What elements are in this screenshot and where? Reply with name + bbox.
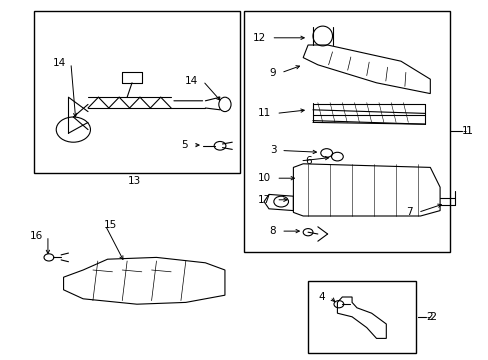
Text: 6: 6 — [305, 156, 311, 166]
Text: 14: 14 — [184, 76, 198, 86]
Text: 7: 7 — [406, 207, 412, 217]
Bar — [244, 11, 449, 252]
Text: 16: 16 — [30, 231, 43, 241]
Text: 3: 3 — [269, 145, 276, 156]
Text: 11: 11 — [258, 108, 271, 118]
Text: 5: 5 — [181, 140, 188, 150]
Bar — [34, 11, 239, 173]
Text: -2: -2 — [426, 312, 437, 322]
Text: 15: 15 — [103, 220, 117, 230]
Text: 9: 9 — [269, 68, 276, 78]
Text: 10: 10 — [258, 173, 271, 183]
Text: 8: 8 — [269, 226, 276, 236]
Text: 2: 2 — [426, 312, 432, 322]
Text: 4: 4 — [318, 292, 325, 302]
Text: 13: 13 — [127, 176, 141, 186]
Text: 12: 12 — [253, 33, 266, 43]
Text: 17: 17 — [258, 195, 271, 205]
Bar — [307, 281, 415, 353]
Text: 14: 14 — [53, 58, 66, 68]
Text: 1: 1 — [461, 126, 468, 136]
Text: -1: -1 — [461, 126, 472, 136]
